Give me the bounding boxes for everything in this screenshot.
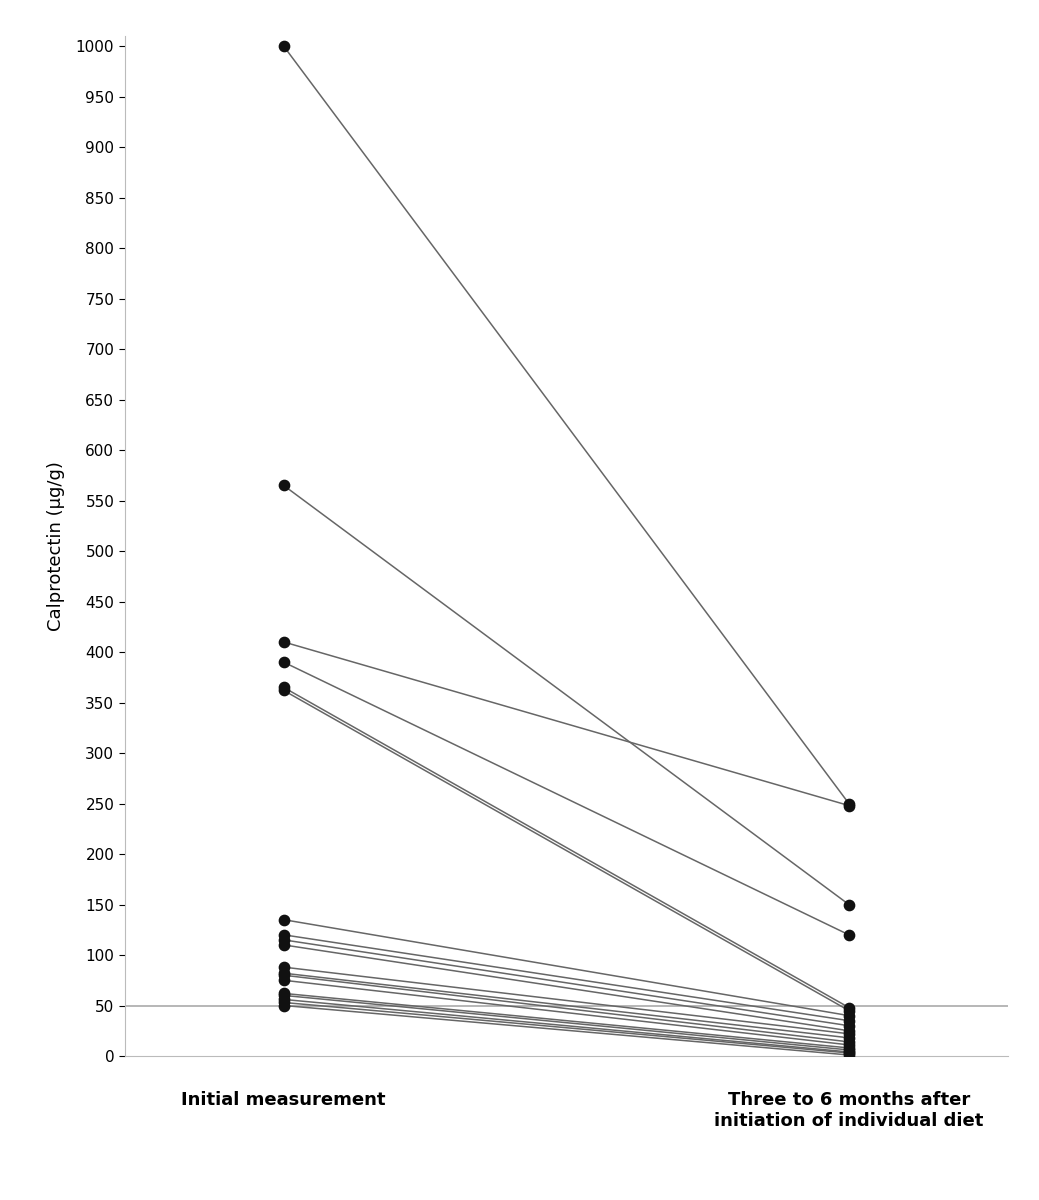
Point [275,984,292,1003]
Point [275,958,292,977]
Point [841,796,857,815]
Point [841,1016,857,1036]
Point [841,1001,857,1020]
Point [275,986,292,1006]
Point [841,1045,857,1064]
Point [275,925,292,944]
Point [841,1038,857,1057]
Point [275,990,292,1009]
Point [275,678,292,697]
Point [275,36,292,55]
Point [275,653,292,672]
Point [275,476,292,496]
Point [841,1040,857,1060]
Point [841,1043,857,1062]
Point [275,964,292,983]
Point [841,895,857,914]
Text: Three to 6 months after
initiation of individual diet: Three to 6 months after initiation of in… [714,1091,984,1130]
Point [841,1028,857,1048]
Point [841,1024,857,1043]
Point [841,1021,857,1040]
Point [841,1036,857,1055]
Point [841,1006,857,1025]
Point [841,998,857,1018]
Point [275,966,292,985]
Point [841,1012,857,1031]
Point [275,971,292,990]
Point [841,1032,857,1051]
Point [275,935,292,954]
Point [841,925,857,944]
Point [275,930,292,949]
Point [841,794,857,814]
Y-axis label: Calprotectin (μg/g): Calprotectin (μg/g) [47,461,64,631]
Point [275,680,292,700]
Point [275,632,292,652]
Point [841,1043,857,1062]
Point [275,992,292,1012]
Text: Initial measurement: Initial measurement [182,1091,385,1109]
Point [275,996,292,1015]
Point [275,910,292,929]
